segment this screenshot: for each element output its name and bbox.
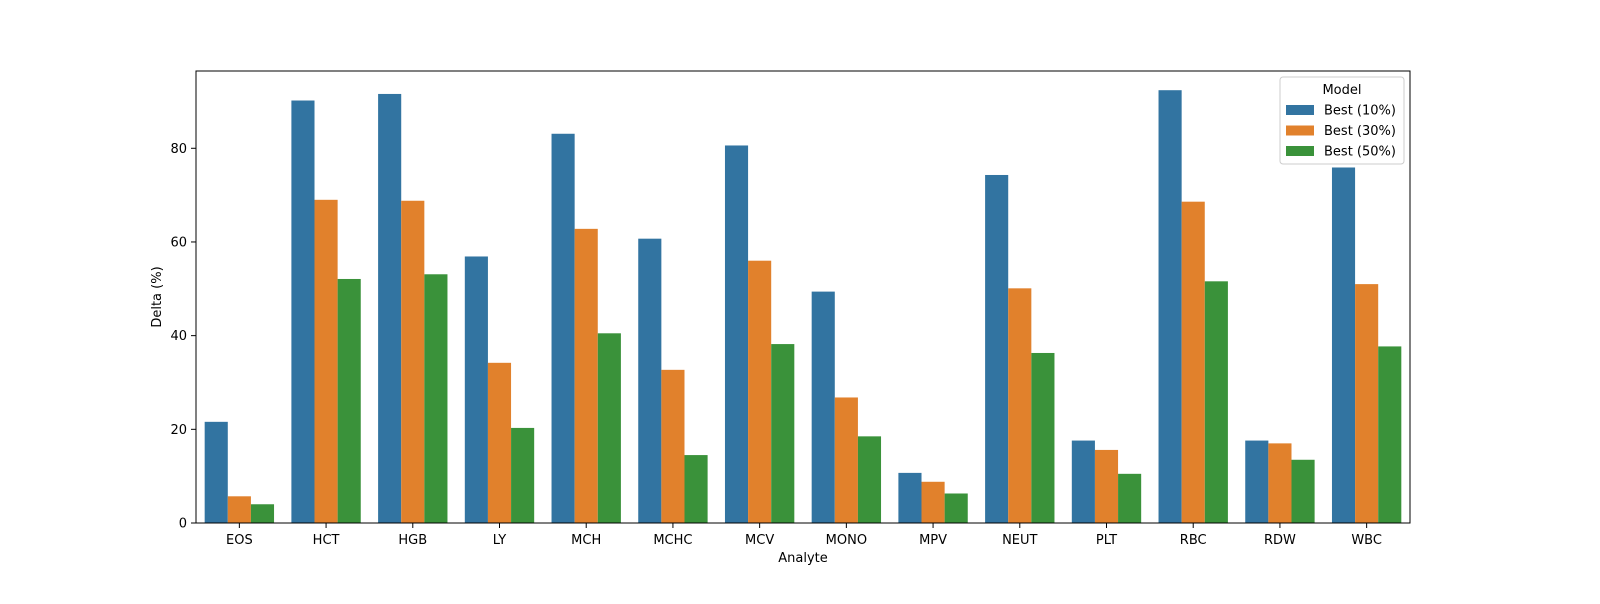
bar-mono-series-3 bbox=[857, 436, 882, 523]
bar-plt-series-3 bbox=[1118, 473, 1142, 523]
y-axis: 0 20 40 60 80 bbox=[170, 142, 196, 532]
bar-mcv-series-2 bbox=[748, 260, 772, 523]
bar-hct-series-1 bbox=[291, 100, 315, 523]
x-tick-label-neut: NEUT bbox=[1002, 533, 1037, 548]
y-tick-label: 80 bbox=[170, 142, 187, 157]
bar-ly-series-3 bbox=[511, 427, 535, 523]
y-tick-label: 0 bbox=[179, 517, 187, 532]
bar-rbc-series-1 bbox=[1158, 90, 1182, 523]
bar-mch-series-2 bbox=[574, 228, 598, 523]
bars-group bbox=[204, 90, 1402, 524]
bar-eos-series-1 bbox=[204, 421, 228, 523]
bar-plt-series-2 bbox=[1094, 449, 1119, 523]
y-axis-label: Delta (%) bbox=[150, 266, 165, 327]
bar-hgb-series-1 bbox=[378, 93, 402, 523]
x-tick-label-mcv: MCV bbox=[745, 533, 774, 548]
bar-rbc-series-3 bbox=[1204, 281, 1228, 523]
y-tick-label: 20 bbox=[170, 423, 187, 438]
bar-rdw-series-2 bbox=[1268, 443, 1292, 523]
bar-mpv-series-3 bbox=[944, 493, 968, 523]
legend-label-1: Best (10%) bbox=[1324, 104, 1396, 119]
bar-mch-series-1 bbox=[551, 133, 575, 523]
legend-label-3: Best (50%) bbox=[1324, 145, 1396, 160]
legend-box bbox=[1279, 76, 1405, 165]
bar-rdw-series-3 bbox=[1291, 459, 1315, 523]
legend-swatch-1 bbox=[1286, 105, 1314, 115]
bar-hct-series-3 bbox=[337, 278, 361, 523]
legend-label-2: Best (30%) bbox=[1324, 124, 1396, 139]
bar-eos-series-2 bbox=[227, 496, 251, 523]
bar-mcv-series-1 bbox=[724, 145, 749, 523]
bar-neut-series-1 bbox=[985, 174, 1009, 524]
bar-wbc-series-2 bbox=[1355, 284, 1379, 523]
bar-ly-series-1 bbox=[464, 256, 488, 523]
bar-rdw-series-1 bbox=[1245, 440, 1269, 523]
x-tick-label-mchc: MCHC bbox=[653, 533, 692, 548]
x-tick-label-rbc: RBC bbox=[1180, 533, 1207, 548]
bar-plt-series-1 bbox=[1071, 440, 1095, 523]
legend-swatch-3 bbox=[1286, 146, 1314, 156]
plot-frame bbox=[195, 70, 1411, 524]
bar-hct-series-2 bbox=[314, 199, 338, 523]
x-tick-label-hct: HCT bbox=[313, 533, 340, 548]
x-axis: EOS HCT HGB LY MCH MCHC MCV MONO MPV NEUT PLT RBC RD… bbox=[226, 523, 1382, 548]
bar-ly-series-2 bbox=[487, 362, 512, 523]
bar-mono-series-1 bbox=[811, 291, 835, 523]
bar-mpv-series-1 bbox=[898, 472, 922, 523]
bar-wbc-series-3 bbox=[1378, 346, 1402, 523]
bar-neut-series-3 bbox=[1031, 352, 1055, 523]
y-tick-label: 60 bbox=[170, 235, 187, 250]
x-axis-label: Analyte bbox=[778, 551, 828, 566]
bar-mono-series-2 bbox=[834, 397, 858, 523]
bar-hgb-series-3 bbox=[424, 274, 448, 523]
x-tick-label-eos: EOS bbox=[226, 533, 253, 548]
bar-hgb-series-2 bbox=[401, 200, 425, 523]
x-tick-label-mpv: MPV bbox=[919, 533, 947, 548]
bar-mpv-series-2 bbox=[921, 481, 945, 523]
x-tick-label-rdw: RDW bbox=[1264, 533, 1296, 548]
bar-eos-series-3 bbox=[250, 504, 275, 523]
x-tick-label-ly: LY bbox=[493, 533, 507, 548]
bar-neut-series-2 bbox=[1008, 288, 1032, 523]
x-tick-label-mch: MCH bbox=[571, 533, 601, 548]
bar-mch-series-3 bbox=[597, 333, 621, 523]
bar-rbc-series-2 bbox=[1181, 201, 1205, 523]
bar-mchc-series-1 bbox=[638, 238, 662, 523]
bar-mcv-series-3 bbox=[771, 344, 795, 523]
bar-wbc-series-1 bbox=[1331, 167, 1356, 524]
bar-mchc-series-3 bbox=[684, 455, 708, 523]
x-tick-label-mono: MONO bbox=[826, 533, 867, 548]
legend: Model Best (10%) Best (30%) Best (50%) bbox=[1279, 76, 1405, 165]
x-tick-label-hgb: HGB bbox=[398, 533, 427, 548]
legend-swatch-2 bbox=[1286, 125, 1314, 136]
legend-title: Model bbox=[1322, 83, 1361, 98]
y-tick-label: 40 bbox=[170, 329, 187, 344]
x-tick-label-plt: PLT bbox=[1096, 533, 1117, 548]
bar-mchc-series-2 bbox=[661, 369, 685, 523]
x-tick-label-wbc: WBC bbox=[1351, 533, 1382, 548]
